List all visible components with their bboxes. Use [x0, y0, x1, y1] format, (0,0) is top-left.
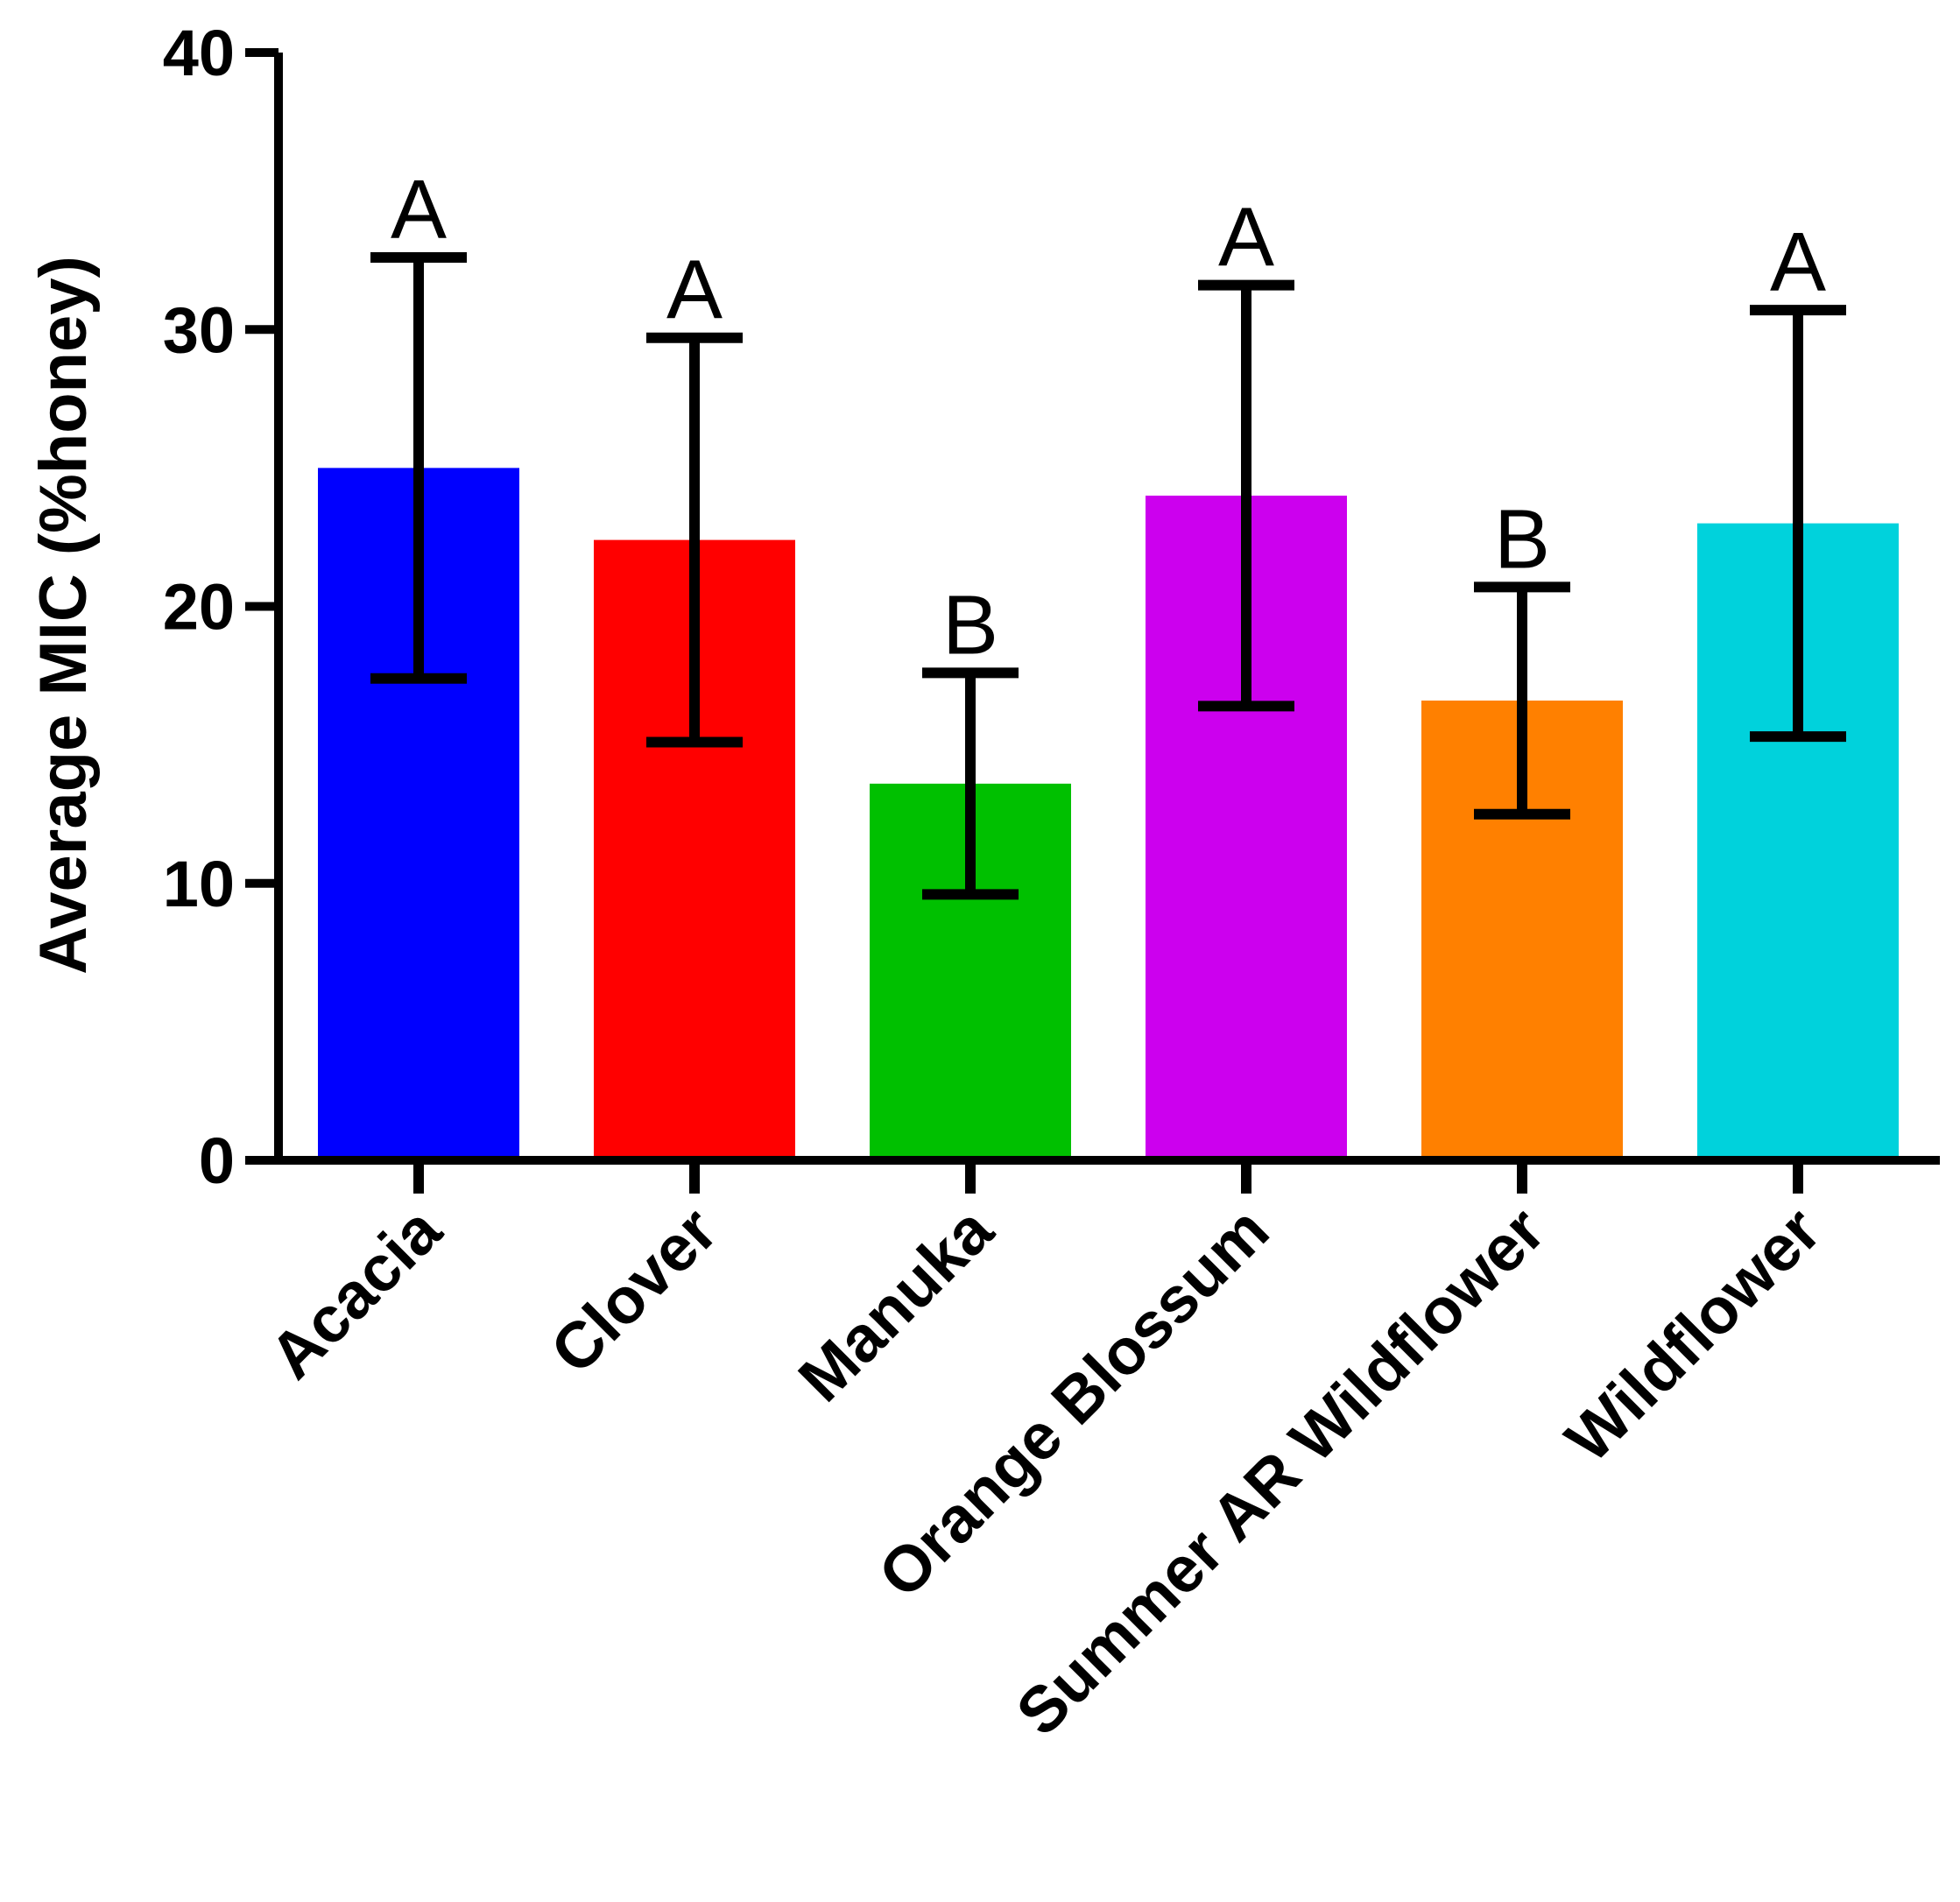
significance-letter: A	[1218, 191, 1274, 285]
x-tick-label: Wildflower	[1552, 1194, 1835, 1476]
y-tick-label: 10	[163, 848, 235, 920]
x-tick-label: Summer AR Wildflower	[1002, 1194, 1558, 1750]
y-axis-label: Average MIC (%honey)	[26, 256, 101, 975]
error-bars-group	[370, 252, 1846, 900]
significance-letter: A	[1770, 215, 1826, 309]
significance-letter: A	[666, 243, 723, 337]
significance-letters-group: A A B A B A	[391, 163, 1826, 672]
significance-letter: B	[942, 578, 998, 672]
y-tick-labels-group: 0 10 20 30 40	[163, 17, 235, 1197]
significance-letter: B	[1494, 492, 1550, 586]
significance-letter: A	[391, 163, 447, 257]
bars-group	[318, 468, 1899, 1160]
y-tick-label: 20	[163, 571, 235, 644]
x-tick-label: Acacia	[256, 1193, 455, 1392]
x-tick-label: Manuka	[785, 1193, 1007, 1415]
y-tick-label: 0	[199, 1124, 235, 1197]
y-tick-label: 40	[163, 17, 235, 89]
x-tick-label: Clover	[537, 1194, 731, 1388]
y-tick-label: 30	[163, 293, 235, 366]
axes-group	[245, 48, 1940, 1194]
